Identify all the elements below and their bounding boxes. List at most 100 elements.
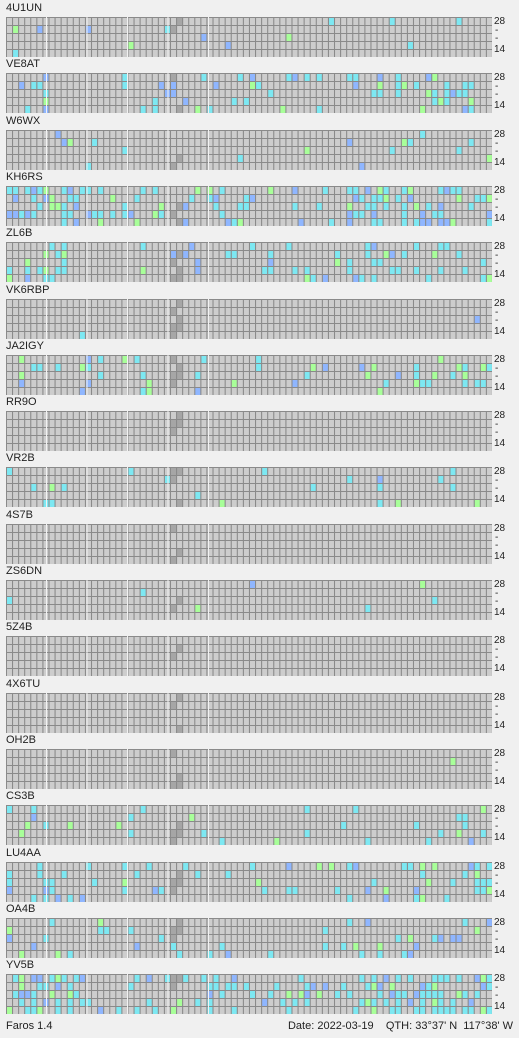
grid-cell — [85, 267, 91, 275]
grid-cell — [43, 468, 49, 476]
grid-cell — [146, 387, 152, 395]
grid-cell — [407, 331, 413, 339]
grid-cell — [335, 259, 341, 267]
grid-cell — [19, 210, 25, 218]
grid-cell — [122, 556, 128, 564]
grid-cell — [316, 548, 322, 556]
grid-cell — [310, 653, 316, 661]
grid-cell — [328, 138, 334, 146]
grid-cell — [134, 146, 140, 154]
grid-cell — [171, 653, 177, 661]
grid-cell — [207, 605, 213, 612]
grid-cell — [274, 581, 280, 588]
grid-cell — [85, 34, 91, 41]
grid-cell — [426, 90, 432, 98]
grid-cell — [450, 275, 456, 283]
grid-cell — [304, 581, 310, 588]
grid-cell — [49, 436, 55, 444]
grid-cell — [432, 387, 438, 395]
grid-cell — [450, 243, 456, 251]
grid-cell — [377, 218, 383, 226]
grid-cell — [104, 186, 110, 194]
grid-cell — [292, 194, 298, 202]
grid-cell — [341, 379, 347, 387]
grid-cell — [128, 259, 134, 267]
grid-cell — [225, 251, 231, 259]
grid-cell — [73, 307, 79, 315]
grid-cell — [104, 661, 110, 669]
grid-cell — [456, 532, 462, 540]
grid-cell — [207, 468, 213, 476]
grid-cell — [480, 34, 486, 41]
grid-cell — [213, 307, 219, 315]
grid-cell — [414, 154, 420, 162]
beacon-panel: RR9O 28- -14 — [0, 396, 519, 452]
grid-cell — [37, 597, 43, 604]
grid-cell — [37, 436, 43, 444]
grid-cell — [37, 428, 43, 436]
grid-cell — [256, 267, 262, 275]
grid-cell — [383, 444, 389, 452]
grid-cell — [304, 653, 310, 661]
grid-cell — [322, 589, 328, 596]
grid-cell — [67, 605, 73, 612]
grid-cell — [389, 146, 395, 154]
grid-cell — [177, 138, 183, 146]
grid-cell — [401, 267, 407, 275]
grid-cell — [262, 387, 268, 395]
grid-cell — [98, 307, 104, 315]
grid-cell — [110, 307, 116, 315]
grid-cell — [79, 613, 85, 620]
grid-cell — [19, 162, 25, 170]
grid-cell — [389, 524, 395, 532]
grid-cell — [31, 379, 37, 387]
grid-cell — [152, 412, 158, 420]
grid-cell — [371, 210, 377, 218]
grid-cell — [274, 146, 280, 154]
grid-cell — [164, 34, 170, 41]
grid-cell — [450, 162, 456, 170]
grid-cell — [262, 210, 268, 218]
grid-cell — [13, 218, 19, 226]
grid-cell — [152, 98, 158, 106]
grid-cell — [152, 218, 158, 226]
grid-cell — [335, 492, 341, 500]
grid-cell — [401, 371, 407, 379]
grid-cell — [474, 581, 480, 588]
grid-cell — [407, 653, 413, 661]
grid-cell — [401, 275, 407, 283]
grid-cell — [298, 186, 304, 194]
grid-cell — [104, 202, 110, 210]
grid-cell — [438, 82, 444, 90]
grid-cell — [85, 42, 91, 49]
grid-cell — [389, 548, 395, 556]
grid-cell — [371, 428, 377, 436]
grid-cell — [67, 589, 73, 596]
grid-cell — [43, 323, 49, 331]
grid-cell — [262, 532, 268, 540]
grid-cell — [152, 387, 158, 395]
grid-cell — [486, 82, 492, 90]
grid-cell — [19, 363, 25, 371]
grid-cell — [201, 355, 207, 363]
grid-cell — [201, 243, 207, 251]
grid-cell — [171, 98, 177, 106]
grid-cell — [280, 500, 286, 508]
grid-cell — [79, 500, 85, 508]
propagation-grid — [6, 298, 492, 339]
grid-cell — [13, 613, 19, 620]
grid-cell — [365, 26, 371, 33]
grid-cell — [438, 476, 444, 484]
grid-cell — [432, 251, 438, 259]
grid-cell — [341, 315, 347, 323]
grid-cell — [474, 589, 480, 596]
grid-cell — [304, 436, 310, 444]
grid-cell — [444, 42, 450, 49]
grid-cell — [426, 259, 432, 267]
grid-cell — [468, 548, 474, 556]
grid-cell — [67, 130, 73, 138]
grid-cell — [79, 299, 85, 307]
grid-cell — [365, 259, 371, 267]
grid-cell — [292, 548, 298, 556]
grid-cell — [389, 363, 395, 371]
